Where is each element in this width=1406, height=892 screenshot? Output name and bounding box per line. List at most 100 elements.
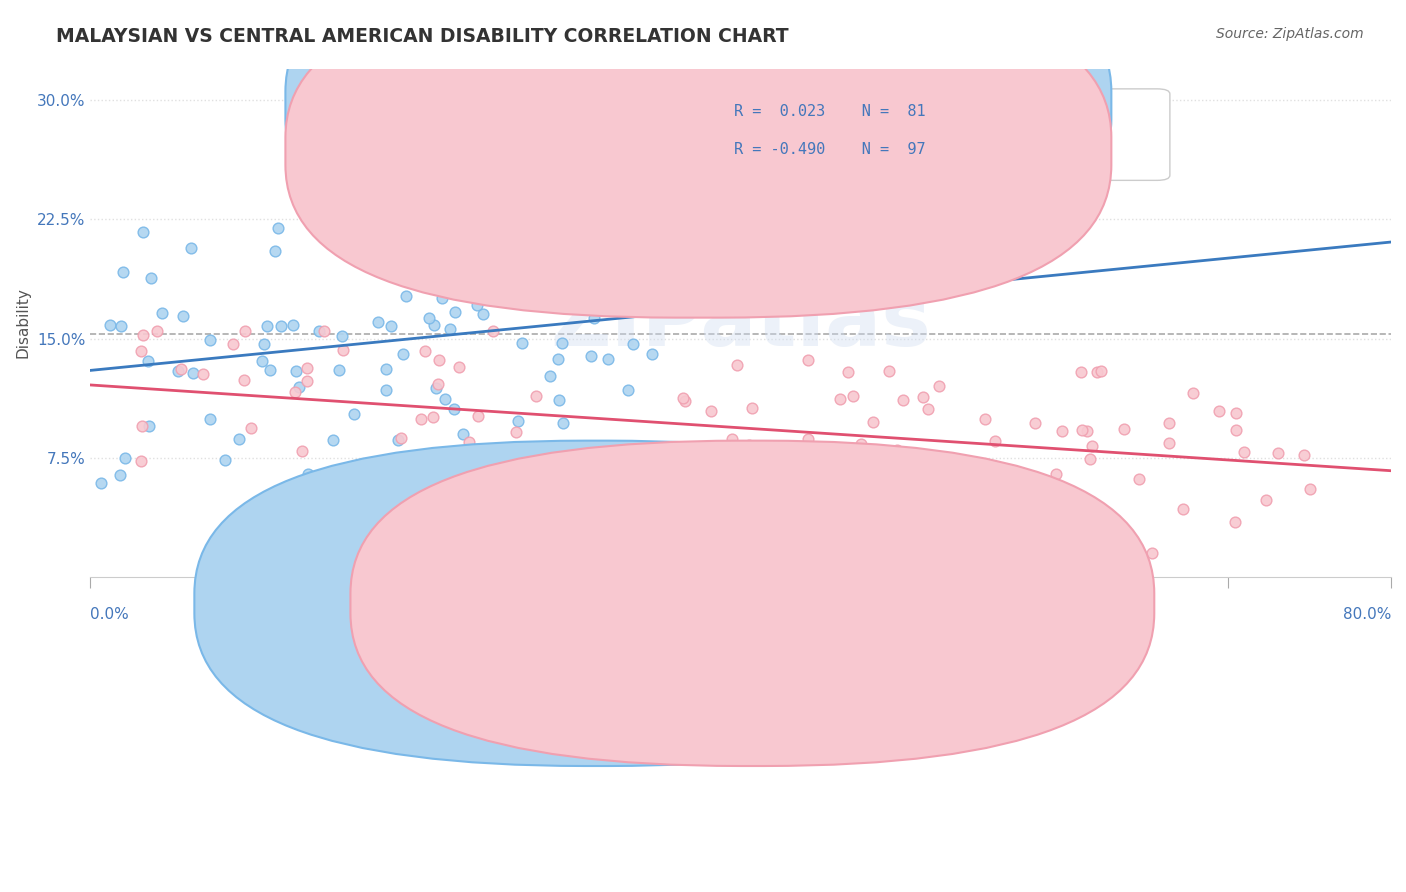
Point: [1050, 424, 1073, 438]
Point: [1173, 502, 1195, 516]
Point: [953, 475, 976, 490]
Text: R =  0.023    N =  81: R = 0.023 N = 81: [734, 104, 925, 120]
Point: [181, 366, 204, 380]
Point: [233, 373, 256, 387]
Point: [673, 394, 696, 409]
Point: [427, 491, 450, 505]
Point: [877, 364, 900, 378]
Point: [699, 404, 721, 418]
Point: [1225, 515, 1247, 529]
Point: [387, 433, 409, 447]
Point: [830, 392, 852, 406]
FancyBboxPatch shape: [650, 89, 1170, 180]
Point: [198, 412, 221, 426]
Point: [1233, 445, 1256, 459]
Point: [250, 354, 273, 368]
Text: ZIPatlas: ZIPatlas: [550, 282, 931, 363]
Point: [284, 364, 307, 378]
Point: [969, 505, 991, 519]
Point: [617, 384, 640, 398]
Point: [172, 309, 194, 323]
Point: [837, 365, 859, 379]
Text: Central Americans: Central Americans: [773, 610, 915, 625]
Point: [422, 318, 444, 332]
Point: [602, 292, 624, 306]
Point: [451, 427, 474, 442]
Point: [1159, 416, 1181, 430]
Text: Source: ZipAtlas.com: Source: ZipAtlas.com: [1216, 27, 1364, 41]
Point: [1157, 435, 1180, 450]
Point: [98, 318, 121, 332]
FancyBboxPatch shape: [350, 441, 1154, 766]
Point: [270, 319, 292, 334]
Point: [520, 158, 543, 172]
Point: [433, 392, 456, 407]
Point: [849, 436, 872, 450]
Point: [1080, 451, 1102, 466]
Point: [593, 239, 616, 253]
Point: [259, 363, 281, 377]
Point: [110, 467, 132, 482]
Point: [264, 244, 287, 258]
Point: [568, 507, 591, 521]
Point: [288, 380, 311, 394]
Point: [579, 349, 602, 363]
Point: [569, 462, 592, 476]
Point: [447, 360, 470, 375]
Point: [1080, 439, 1102, 453]
Point: [132, 225, 155, 239]
Point: [146, 324, 169, 338]
Point: [114, 450, 136, 465]
Point: [228, 432, 250, 446]
Point: [621, 337, 644, 351]
Point: [214, 452, 236, 467]
Point: [911, 390, 934, 404]
Point: [90, 475, 112, 490]
Point: [583, 311, 606, 326]
Point: [672, 391, 695, 405]
Point: [1267, 446, 1289, 460]
Point: [413, 344, 436, 359]
Point: [273, 490, 295, 504]
Point: [391, 346, 413, 360]
Point: [110, 318, 132, 333]
Point: [1254, 493, 1277, 508]
Point: [295, 374, 318, 388]
Point: [1140, 546, 1163, 560]
Point: [291, 443, 314, 458]
Point: [411, 411, 433, 425]
Point: [891, 393, 914, 408]
Point: [797, 353, 820, 368]
Text: Malaysians: Malaysians: [617, 610, 702, 625]
Point: [1024, 417, 1046, 431]
Text: MALAYSIAN VS CENTRAL AMERICAN DISABILITY CORRELATION CHART: MALAYSIAN VS CENTRAL AMERICAN DISABILITY…: [56, 27, 789, 45]
Point: [891, 478, 914, 492]
Point: [589, 485, 612, 500]
Point: [367, 315, 389, 329]
Point: [513, 151, 536, 165]
Point: [508, 414, 530, 428]
Point: [1045, 467, 1067, 481]
Point: [422, 409, 444, 424]
Point: [425, 381, 447, 395]
Point: [925, 460, 948, 475]
Point: [742, 542, 765, 557]
Point: [481, 324, 503, 338]
Point: [1225, 424, 1247, 438]
Point: [1208, 403, 1230, 417]
Point: [256, 319, 278, 334]
Point: [741, 401, 763, 416]
Point: [427, 377, 450, 392]
Point: [551, 335, 574, 350]
Point: [266, 221, 288, 235]
Point: [488, 222, 510, 236]
Point: [136, 353, 159, 368]
Point: [1292, 448, 1315, 462]
Point: [1112, 421, 1135, 435]
Point: [1225, 406, 1247, 420]
Point: [335, 194, 357, 208]
Point: [505, 425, 527, 439]
Point: [170, 361, 193, 376]
FancyBboxPatch shape: [194, 441, 998, 766]
Point: [607, 484, 630, 499]
